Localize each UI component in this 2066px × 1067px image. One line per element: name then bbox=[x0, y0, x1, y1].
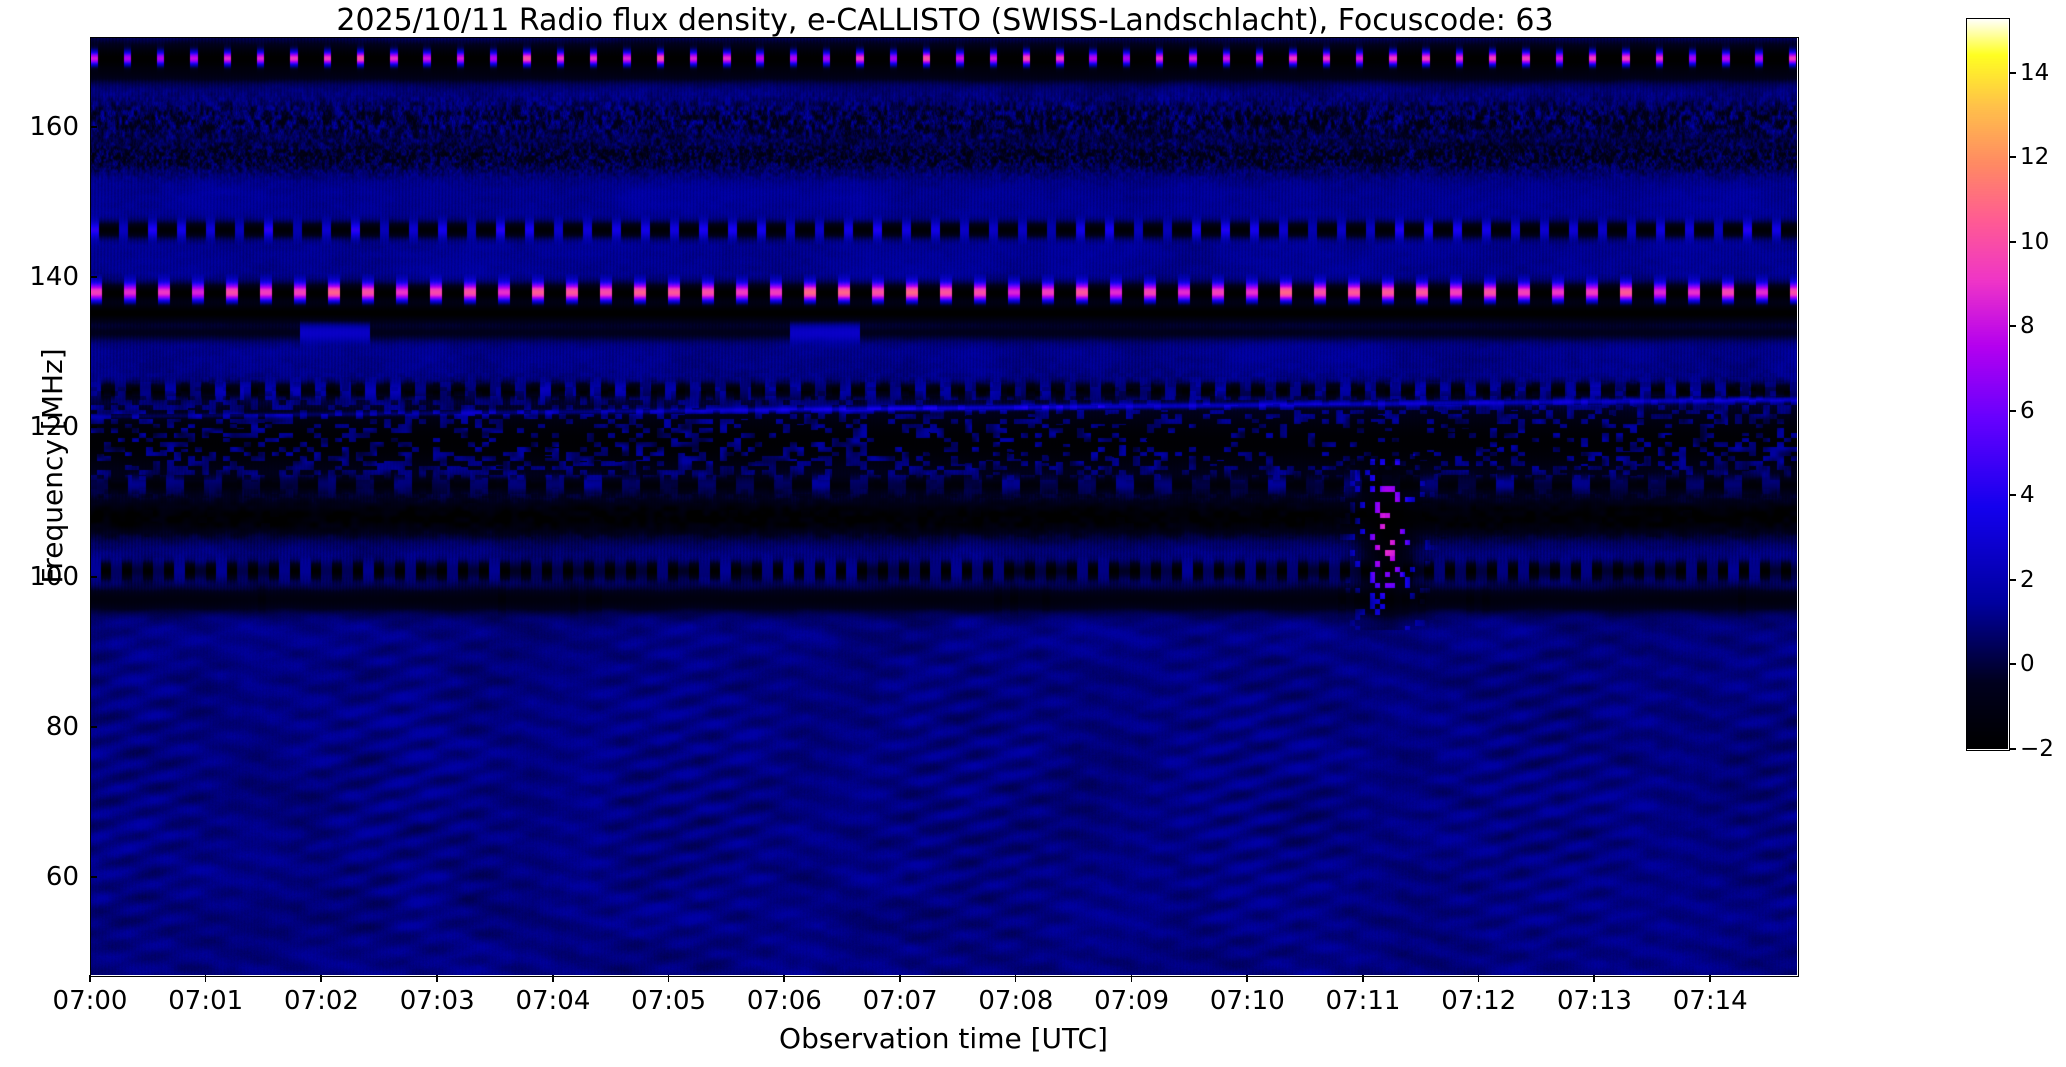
x-tick-label: 07:04 bbox=[515, 986, 591, 1016]
x-axis-ticks: 07:00 07:01 07:02 07:03 07:04 07:05 07:06 07:07… bbox=[53, 975, 1797, 1035]
colorbar-tick-label: 2 bbox=[2020, 566, 2035, 593]
x-tick-label: 07:00 bbox=[52, 986, 128, 1016]
y-tick-label: 140 bbox=[29, 262, 79, 293]
colorbar-tick-mark bbox=[2009, 578, 2016, 581]
colorbar-tick-label: 12 bbox=[2020, 144, 2050, 171]
colorbar-tick-mark bbox=[2009, 409, 2016, 412]
x-tick-label: 07:13 bbox=[1557, 986, 1632, 1016]
colorbar-tick-mark bbox=[2009, 156, 2016, 159]
y-tick-label: 160 bbox=[29, 112, 79, 143]
x-tick-mark bbox=[320, 975, 323, 982]
colorbar-tick-label: −2 bbox=[2020, 736, 2054, 762]
x-tick-label: 07:09 bbox=[1094, 986, 1170, 1016]
page-title: 2025/10/11 Radio flux density, e-CALLIST… bbox=[336, 3, 1554, 38]
colorbar-tick-label: 4 bbox=[2020, 482, 2035, 509]
y-tick-label: 60 bbox=[45, 862, 79, 893]
x-tick-mark bbox=[204, 975, 207, 982]
x-tick-mark bbox=[1477, 975, 1480, 982]
x-tick-label: 07:07 bbox=[862, 986, 938, 1016]
y-axis-ticks: 160 140 120 100 80 60 bbox=[0, 37, 97, 975]
x-tick-label: 07:03 bbox=[399, 986, 475, 1016]
y-tick-mark bbox=[90, 126, 97, 128]
x-tick-mark bbox=[1362, 975, 1364, 982]
colorbar-tick-mark bbox=[2009, 240, 2016, 243]
x-tick-label: 07:01 bbox=[168, 986, 244, 1016]
x-tick-mark bbox=[1246, 975, 1248, 982]
x-tick-mark bbox=[1130, 975, 1133, 982]
x-tick-mark bbox=[783, 975, 785, 982]
colorbar-gradient bbox=[1966, 18, 2008, 749]
x-tick-label: 07:06 bbox=[746, 986, 822, 1016]
colorbar-tick-label: 6 bbox=[2020, 397, 2035, 424]
x-tick-label: 07:08 bbox=[978, 986, 1054, 1016]
y-axis-label: Frequency [MHz] bbox=[36, 348, 69, 584]
colorbar-tick-label: 14 bbox=[2020, 59, 2050, 86]
y-tick-mark bbox=[90, 426, 97, 428]
x-tick-label: 07:14 bbox=[1672, 986, 1748, 1016]
y-tick-mark bbox=[90, 726, 97, 728]
x-tick-label: 07:11 bbox=[1325, 986, 1401, 1016]
y-tick-label: 120 bbox=[29, 412, 79, 443]
x-tick-label: 07:10 bbox=[1209, 986, 1285, 1016]
x-tick-label: 07:12 bbox=[1441, 986, 1517, 1016]
x-tick-mark bbox=[667, 975, 670, 982]
x-tick-mark bbox=[1709, 975, 1711, 982]
x-tick-mark bbox=[899, 975, 901, 982]
colorbar-tick-mark bbox=[2009, 748, 2016, 750]
x-tick-mark bbox=[551, 975, 554, 982]
spectrogram-plot[interactable] bbox=[90, 37, 1797, 975]
colorbar-ticks: 14 12 10 8 6 4 2 0 −2 bbox=[2009, 18, 2066, 762]
x-tick-mark bbox=[1014, 975, 1017, 982]
colorbar-tick-mark bbox=[2009, 663, 2016, 666]
x-tick-label: 07:05 bbox=[631, 986, 707, 1016]
colorbar-tick-label: 0 bbox=[2020, 651, 2035, 678]
y-tick-mark bbox=[90, 876, 97, 879]
x-tick-mark bbox=[89, 975, 91, 982]
spectrogram-image bbox=[90, 37, 1797, 975]
x-axis-label: Observation time [UTC] bbox=[779, 1022, 1108, 1055]
y-tick-mark bbox=[90, 276, 97, 278]
y-tick-label: 100 bbox=[29, 562, 79, 593]
colorbar-tick-mark bbox=[2009, 494, 2016, 497]
colorbar-tick-mark bbox=[2009, 71, 2016, 74]
colorbar[interactable] bbox=[1966, 18, 2008, 749]
y-tick-label: 80 bbox=[45, 712, 79, 743]
y-tick-mark bbox=[90, 576, 97, 578]
colorbar-tick-mark bbox=[2009, 325, 2016, 328]
x-tick-label: 07:02 bbox=[283, 986, 359, 1016]
x-tick-mark bbox=[1593, 975, 1596, 982]
colorbar-tick-label: 10 bbox=[2020, 228, 2050, 255]
x-tick-mark bbox=[436, 975, 438, 982]
colorbar-tick-label: 8 bbox=[2020, 313, 2035, 340]
